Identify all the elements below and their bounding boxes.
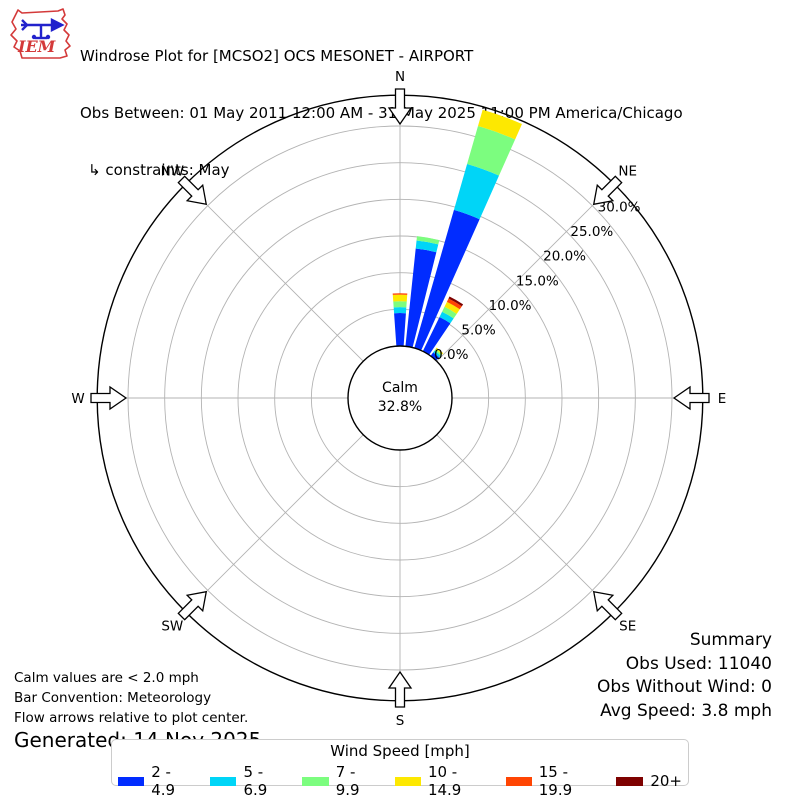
windrose-petal-segment: [444, 301, 460, 314]
compass-label-nw: NW: [161, 163, 184, 179]
windrose-petal-segment: [442, 306, 457, 319]
flow-arrows-note: Flow arrows relative to plot center.: [14, 710, 249, 726]
grid-spoke: [185, 434, 364, 613]
legend-item-label: 2 - 4.9: [151, 763, 176, 799]
windrose-petal-segment: [422, 316, 451, 355]
legend-swatch-icon: [302, 776, 329, 786]
radial-tick-label: 30.0%: [598, 200, 641, 216]
flow-arrow-icon: [387, 88, 413, 126]
compass-label-e: E: [718, 391, 727, 407]
legend-item-label: 7 - 9.9: [335, 763, 360, 799]
windrose-petal-segment: [393, 301, 407, 308]
windrose-petal-segment: [415, 240, 439, 253]
grid-spoke: [185, 183, 364, 362]
iem-logo-text: IEM: [17, 37, 57, 56]
windrose-petal-segment: [392, 294, 408, 302]
legend-item: 15 - 19.9: [505, 763, 605, 799]
windrose-petal-segment: [448, 296, 464, 307]
calm-circle: [347, 345, 453, 451]
compass-label-sw: SW: [161, 619, 183, 635]
summary-block: Summary Obs Used: 11040 Obs Without Wind…: [597, 629, 772, 723]
obs-used-value: Obs Used: 11040: [625, 653, 772, 674]
radial-tick-label: 10.0%: [489, 298, 532, 314]
flow-arrow-icon: [177, 175, 208, 206]
windrose-petal-segment: [405, 248, 437, 348]
radial-tick-label: 5.0%: [461, 322, 495, 338]
iem-logo: IEM: [10, 8, 71, 59]
page-title: Windrose Plot for [MCSO2] OCS MESONET - …: [80, 47, 474, 65]
calm-note: Calm values are < 2.0 mph: [14, 670, 199, 686]
legend-swatch-icon: [505, 776, 532, 786]
legend-item: 5 - 6.9: [210, 763, 290, 799]
radial-tick-label: 25.0%: [570, 224, 613, 240]
legend-item: 2 - 4.9: [118, 763, 198, 799]
legend-swatch-icon: [616, 776, 644, 786]
flow-arrow-icon: [387, 670, 413, 708]
compass-label-w: W: [71, 391, 84, 407]
windrose-petal-segment: [446, 298, 462, 310]
flow-arrow-icon: [592, 590, 623, 621]
windrose-petal-segment: [392, 293, 408, 295]
windrose-petal-segment: [393, 307, 407, 314]
windrose-petal-segment: [434, 349, 442, 356]
radial-tick-label: 0.0%: [434, 347, 468, 363]
legend-item: 7 - 9.9: [302, 763, 382, 799]
flow-arrow-icon: [90, 385, 128, 411]
legend-item: 10 - 14.9: [394, 763, 494, 799]
windrose-petal-segment: [414, 209, 480, 351]
grid-spoke: [436, 434, 615, 613]
legend-item-label: 5 - 6.9: [243, 763, 268, 799]
wind-speed-legend: Wind Speed [mph] 2 - 4.9 5 - 6.9 7 - 9.9 10…: [111, 739, 689, 799]
legend-swatch-icon: [118, 776, 145, 786]
flow-arrow-icon: [592, 175, 623, 206]
windrose-petal-segment: [394, 313, 406, 347]
windrose-petal-segment: [430, 352, 440, 361]
weather-vane-icon: [21, 18, 65, 40]
windrose-petal-segment: [453, 164, 499, 220]
legend-title: Wind Speed [mph]: [330, 742, 470, 760]
legend-item-label: 10 - 14.9: [427, 763, 462, 799]
radial-tick-label: 20.0%: [543, 249, 586, 265]
calm-percent: 32.8%: [378, 399, 422, 415]
compass-label-s: S: [396, 713, 405, 729]
calm-label: Calm: [382, 380, 418, 396]
legend-item-label: 15 - 19.9: [538, 763, 573, 799]
radial-tick-label: 15.0%: [516, 273, 559, 289]
iowa-outline-icon: [10, 8, 71, 59]
constraints-note: ↳ constraints: May: [88, 161, 230, 179]
legend-swatch-icon: [210, 776, 237, 786]
windrose-petal-segment: [433, 350, 441, 358]
flow-arrow-icon: [177, 590, 208, 621]
compass-label-se: SE: [619, 619, 636, 635]
windrose-petal-segment: [467, 125, 516, 176]
obs-without-wind-value: Obs Without Wind: 0: [597, 677, 772, 697]
legend-item: 20+: [616, 772, 682, 790]
windrose-petal-segment: [478, 109, 522, 140]
compass-label-n: N: [395, 69, 405, 85]
compass-label-ne: NE: [618, 163, 637, 179]
avg-speed-value: Avg Speed: 3.8 mph: [600, 700, 772, 721]
grid-spoke: [436, 183, 615, 362]
windrose-petal-segment: [416, 236, 440, 245]
legend-items: 2 - 4.9 5 - 6.9 7 - 9.9 10 - 14.9 15 - 19.9 2…: [112, 763, 688, 799]
flow-arrow-icon: [672, 385, 710, 411]
bar-convention-note: Bar Convention: Meteorology: [14, 690, 212, 706]
legend-item-label: 20+: [650, 772, 682, 790]
legend-swatch-icon: [394, 776, 421, 786]
summary-title: Summary: [689, 630, 772, 650]
windrose-petal-segment: [439, 311, 454, 324]
windrose-petal-segment: [435, 347, 444, 355]
